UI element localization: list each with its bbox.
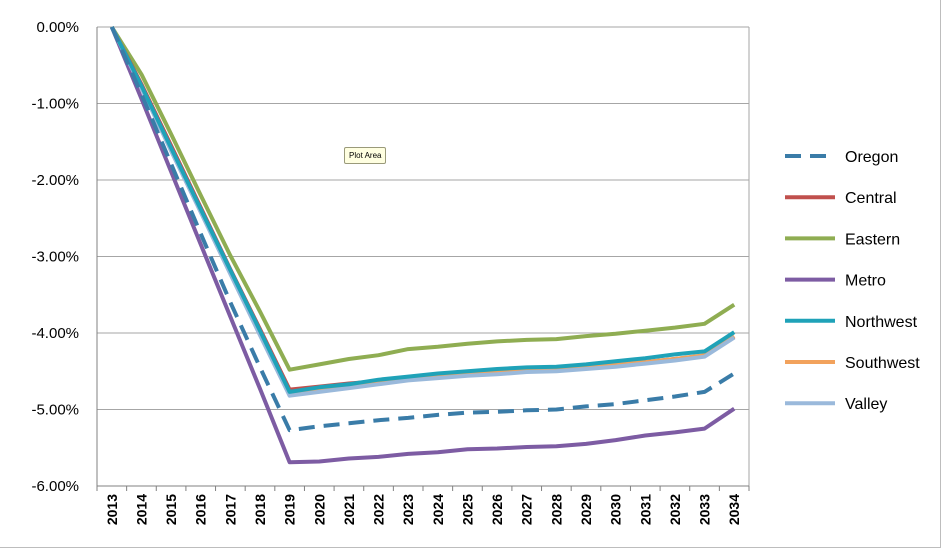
x-tick-label: 2025 — [459, 494, 475, 525]
series-line-eastern — [110, 25, 736, 372]
x-tick-label: 2032 — [667, 494, 683, 525]
x-tick-label: 2021 — [341, 494, 357, 525]
series-line-southwest — [110, 26, 736, 396]
gridlines — [97, 26, 750, 487]
x-tick-label: 2027 — [519, 494, 535, 525]
x-tick-label: 2028 — [548, 494, 564, 525]
x-tick-label: 2018 — [252, 494, 268, 525]
legend-item: Oregon — [785, 149, 898, 166]
x-tick-label: 2019 — [282, 494, 298, 525]
legend-item: Eastern — [785, 231, 900, 248]
plot-area-tooltip: Plot Area — [344, 147, 387, 164]
y-tick-label: 0.00% — [36, 19, 79, 36]
legend-item: Valley — [785, 396, 887, 413]
y-tick-label: -5.00% — [31, 402, 79, 419]
x-tick-label: 2031 — [637, 494, 653, 525]
legend-label: Oregon — [845, 149, 898, 166]
x-tick-label: 2013 — [104, 494, 120, 525]
y-tick-label: -1.00% — [31, 96, 79, 113]
x-tick-label: 2020 — [311, 494, 327, 525]
legend: Oregon Central Eastern Metro Northwest Southw… — [785, 149, 920, 413]
y-tick-label: -3.00% — [31, 249, 79, 266]
series-line-metro — [109, 26, 736, 465]
y-axis: 0.00% -1.00% -2.00% -3.00% -4.00% -5.00% -6.00… — [31, 19, 98, 495]
legend-item: Central — [785, 190, 897, 207]
x-tick-label: 2033 — [697, 494, 713, 525]
x-tick-label: 2024 — [430, 494, 446, 525]
x-tick-label: 2016 — [193, 494, 209, 525]
series-lines — [109, 25, 736, 465]
legend-label: Central — [845, 190, 897, 207]
x-tick-label: 2026 — [489, 494, 505, 525]
x-tick-label: 2022 — [371, 494, 387, 525]
x-tick-label: 2017 — [222, 494, 238, 525]
y-tick-label: -4.00% — [31, 325, 79, 342]
x-tick-label: 2029 — [578, 494, 594, 525]
x-tick-label: 2034 — [726, 494, 742, 525]
legend-label: Southwest — [845, 355, 920, 372]
legend-label: Metro — [845, 273, 886, 290]
legend-item: Southwest — [785, 355, 920, 372]
legend-item: Metro — [785, 273, 886, 290]
series-line-valley — [110, 26, 736, 398]
series-line-northwest — [110, 26, 736, 394]
y-tick-label: -6.00% — [31, 478, 79, 495]
x-axis: 2013 2014 2015 2016 2017 2018 2019 2020 2021 2022… — [96, 485, 750, 525]
legend-label: Eastern — [845, 231, 900, 248]
legend-label: Northwest — [845, 314, 918, 331]
y-tick-label: -2.00% — [31, 172, 79, 189]
series-line-oregon — [109, 26, 736, 433]
x-tick-label: 2014 — [133, 494, 149, 525]
legend-item: Northwest — [785, 314, 918, 331]
x-tick-label: 2030 — [608, 494, 624, 525]
x-tick-label: 2023 — [400, 494, 416, 525]
x-tick-label: 2015 — [163, 494, 179, 525]
legend-label: Valley — [845, 396, 887, 413]
